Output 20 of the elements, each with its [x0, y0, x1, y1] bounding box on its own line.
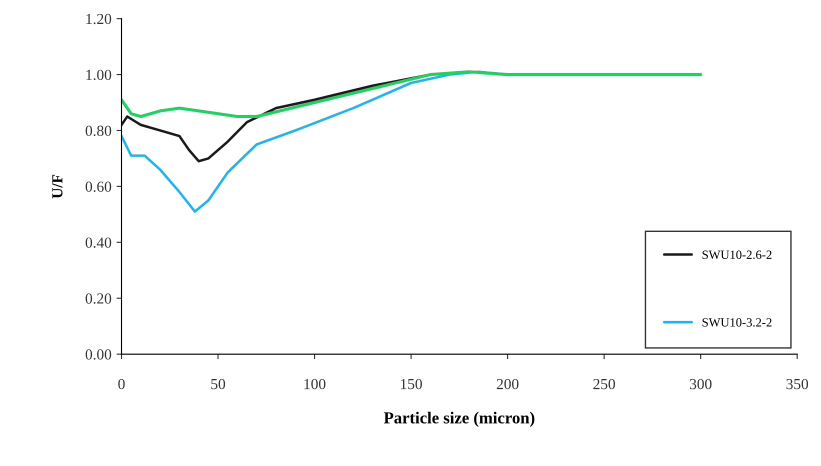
y-tick-label: 0.40: [86, 237, 112, 248]
y-tick-label: 0.20: [86, 293, 112, 304]
x-tick-label: 100: [304, 378, 326, 390]
y-tick-label: 1.00: [86, 70, 112, 80]
x-tick-label: 0: [118, 378, 125, 390]
x-tick-label: 200: [496, 378, 518, 390]
y-tick-label: 0.80: [86, 126, 112, 136]
legend-label: SWU10-3.2-2: [702, 318, 772, 327]
y-tick-label: 1.20: [86, 14, 112, 24]
x-tick-label: 300: [690, 378, 712, 390]
line-series: [122, 70, 702, 118]
x-tick-label: 150: [400, 378, 422, 390]
x-tick-label: 50: [211, 378, 226, 390]
y-axis-title: U/F: [52, 174, 62, 198]
x-tick-label: 350: [786, 378, 808, 390]
x-tick-label: 250: [593, 378, 616, 390]
y-tick-label: 0.00: [86, 349, 112, 360]
legend-label: SWU10-2.6-2: [702, 250, 772, 260]
x-axis-title: Particle size (micron): [384, 412, 534, 427]
y-tick-label: 0.60: [86, 182, 112, 192]
